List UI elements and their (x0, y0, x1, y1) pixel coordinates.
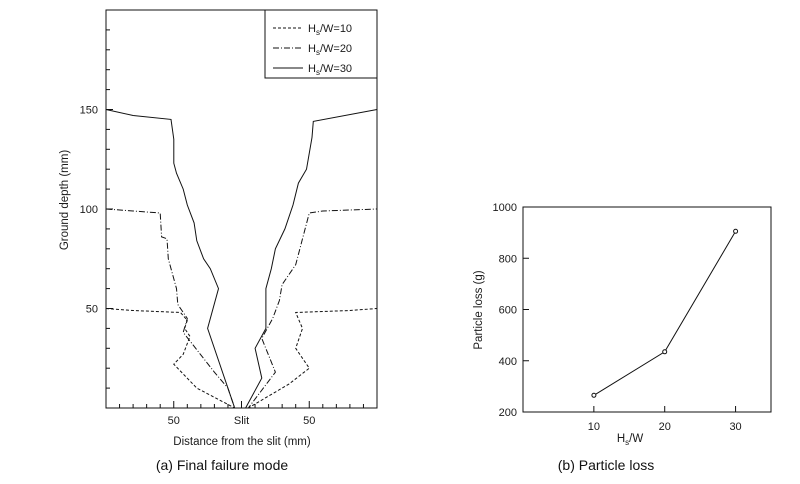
y-axis-ticks: 200 400 600 800 1000 (493, 202, 529, 419)
caption-b: (b) Particle loss (558, 457, 654, 473)
legend-label-1: Hs/W=10 (308, 23, 352, 37)
series-line-1 (105, 308, 378, 409)
y-tick-label: 800 (499, 253, 517, 265)
x-tick-label: 50 (168, 415, 180, 427)
x-axis-title: Hs/W (617, 433, 644, 447)
legend-box (264, 9, 378, 79)
data-point (733, 228, 739, 234)
y-tick-label: 1000 (493, 202, 517, 214)
x-tick-label: Slit (234, 415, 249, 427)
legend-label-3: Hs/W=30 (308, 63, 352, 77)
panel-b: 10 20 30 200 400 600 800 1000 Hs/W Particle lo… (473, 202, 772, 473)
x-tick-label: 30 (729, 421, 741, 433)
y-tick-label: 600 (499, 305, 517, 317)
plot-frame (522, 206, 772, 413)
series-line (593, 231, 737, 396)
y-tick-label: 50 (86, 304, 98, 316)
y-tick-label: 200 (499, 407, 517, 419)
series-group (591, 228, 739, 398)
y-tick-label: 100 (80, 204, 98, 216)
x-axis-ticks: 50 Slit 50 (119, 401, 364, 427)
caption-a: (a) Final failure mode (156, 457, 288, 473)
series-line-2 (105, 208, 378, 409)
y-axis-title: Particle loss (g) (473, 270, 485, 349)
data-point (591, 392, 597, 398)
data-point (662, 349, 668, 355)
y-axis-title: Ground depth (mm) (59, 150, 71, 251)
y-tick-label: 150 (80, 105, 98, 117)
y-tick-label: 400 (499, 356, 517, 368)
x-tick-label: 50 (303, 415, 315, 427)
series-group (105, 109, 378, 409)
panel-a: 50 Slit 50 50 100 150 Hs/W=10 Hs/W=20 Hs/W=3… (59, 9, 378, 473)
x-tick-label: 20 (659, 421, 671, 433)
series-line-3 (105, 109, 378, 409)
legend: Hs/W=10 Hs/W=20 Hs/W=30 (264, 9, 378, 79)
x-axis-ticks: 10 20 30 (588, 406, 742, 433)
x-tick-label: 10 (588, 421, 600, 433)
legend-label-2: Hs/W=20 (308, 43, 352, 57)
x-axis-title: Distance from the slit (mm) (173, 436, 311, 448)
